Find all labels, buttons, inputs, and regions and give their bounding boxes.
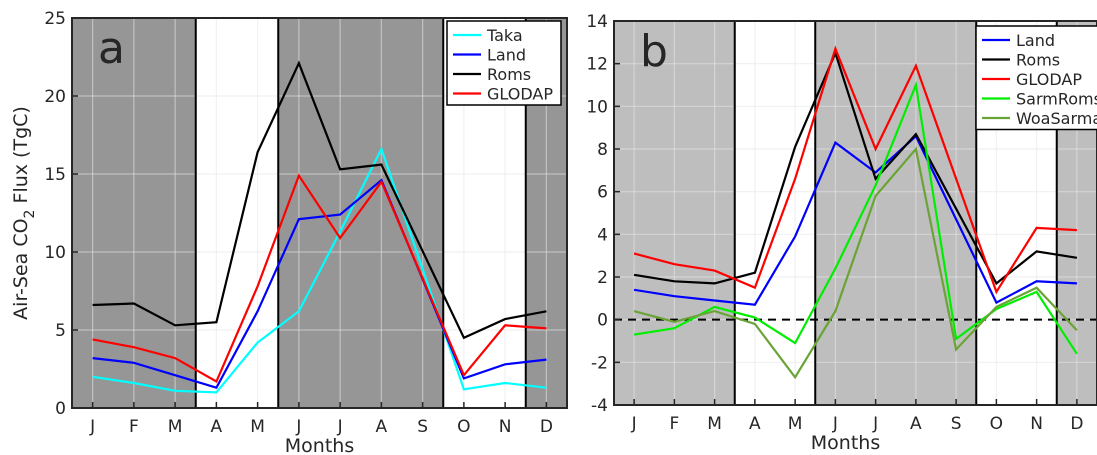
series-line-roms xyxy=(92,60,547,340)
chart-panel-a: 0 5 10 15 20 25 J F M A M J J A S O N D Months Air-Sea CO2 … xyxy=(10,9,568,455)
y-tick-label: 6 xyxy=(597,183,608,203)
season-shade xyxy=(815,21,977,405)
y-tick-label: 12 xyxy=(586,55,608,75)
legend-label: Taka xyxy=(486,26,523,45)
y-tick-label: -4 xyxy=(591,396,608,416)
y-tick-label: 10 xyxy=(586,97,608,117)
y-tick-label: 5 xyxy=(55,321,66,341)
x-axis-label: Months xyxy=(285,435,354,455)
x-tick-label: A xyxy=(910,414,922,434)
y-tick-label: 4 xyxy=(597,225,608,245)
y-tick-label: 8 xyxy=(597,140,608,160)
y-tick-label: -2 xyxy=(591,353,608,373)
axes-frame xyxy=(613,20,1097,406)
series-line-glodap xyxy=(633,45,1077,295)
x-tick-label: A xyxy=(211,417,223,437)
series-line-glodap xyxy=(92,173,547,384)
series-line-taka xyxy=(92,146,547,394)
series-line-land xyxy=(633,134,1077,306)
y-axis-label-subscript: 2 xyxy=(22,210,38,219)
panel-label: a xyxy=(98,23,125,74)
legend-label: Roms xyxy=(1016,51,1060,70)
y-axis-label-tail: Flux (TgC) xyxy=(10,106,32,209)
chart-panel-b: -4 -2 0 2 4 6 8 10 12 14 J F M A M J J A S O N D Months b LandRo… xyxy=(586,12,1097,454)
x-tick-label: M xyxy=(788,414,803,434)
series-line-roms xyxy=(633,49,1078,286)
x-tick-label: J xyxy=(295,417,301,437)
y-tick-label: 0 xyxy=(55,399,66,419)
y-axis-label: Air-Sea CO2 Flux (TgC) xyxy=(10,106,38,320)
x-axis-label: Months xyxy=(811,432,880,454)
x-tick-label: N xyxy=(499,417,512,437)
y-tick-label: 15 xyxy=(44,165,66,185)
x-tick-label: J xyxy=(89,417,95,437)
x-tick-label: N xyxy=(1030,414,1043,434)
x-tick-label: M xyxy=(168,417,183,437)
y-tick-label: 0 xyxy=(597,311,608,331)
y-tick-label: 20 xyxy=(44,87,66,107)
legend-label: GLODAP xyxy=(487,85,553,104)
axes-frame xyxy=(71,17,568,409)
legend-box xyxy=(975,25,1097,131)
x-tick-label: S xyxy=(417,417,428,437)
y-axis-label-main: Air-Sea CO xyxy=(10,218,32,319)
panel-label: b xyxy=(640,26,668,77)
legend-label: Land xyxy=(1016,31,1055,50)
y-tick-label: 14 xyxy=(586,12,608,32)
legend-label: WoaSarma xyxy=(1016,109,1097,128)
x-tick-label: O xyxy=(990,414,1003,434)
y-tick-label: 10 xyxy=(44,243,66,263)
x-tick-label: O xyxy=(457,417,470,437)
legend-label: GLODAP xyxy=(1016,70,1082,89)
x-tick-label: F xyxy=(129,417,139,437)
x-tick-label: A xyxy=(376,417,388,437)
y-tick-label: 2 xyxy=(597,268,608,288)
x-tick-label: M xyxy=(250,417,265,437)
x-tick-label: M xyxy=(707,414,722,434)
x-tick-label: J xyxy=(631,414,637,434)
x-tick-label: D xyxy=(540,417,553,437)
x-tick-label: D xyxy=(1070,414,1083,434)
x-tick-label: J xyxy=(832,414,838,434)
legend-label: SarmRoms xyxy=(1016,90,1097,109)
series-line-sarmroms xyxy=(633,80,1078,355)
legend-label: Land xyxy=(487,46,526,65)
series-line-land xyxy=(92,178,547,390)
x-tick-label: J xyxy=(337,417,343,437)
x-tick-label: S xyxy=(951,414,962,434)
x-tick-label: J xyxy=(872,414,878,434)
x-tick-label: A xyxy=(749,414,761,434)
y-tick-label: 25 xyxy=(44,9,66,29)
x-tick-label: F xyxy=(669,414,679,434)
series-line-woasarma xyxy=(633,146,1078,380)
legend-label: Roms xyxy=(487,65,531,84)
